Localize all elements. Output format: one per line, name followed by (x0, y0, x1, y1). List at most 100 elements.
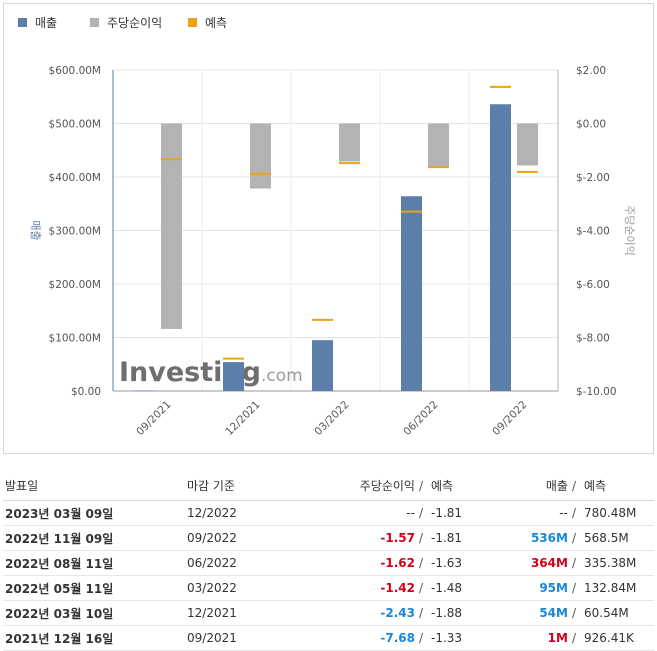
table-row: 2023년 03월 09일 12/2022 -- / -1.81 --/780.48M (3, 500, 654, 526)
header-eps-forecast[interactable]: 예측 (429, 470, 503, 501)
cell-revenue-forecast: 568.5M (582, 525, 654, 551)
cell-revenue-forecast: 132.84M (582, 575, 654, 601)
legend-forecast[interactable]: 예측 (188, 14, 227, 31)
revenue-value: 364M (530, 556, 568, 570)
legend-revenue-label: 매출 (35, 16, 58, 30)
investing-watermark-logo: Investing.com (119, 357, 303, 388)
cell-revenue: -- / (503, 500, 582, 526)
eps-bar (517, 123, 538, 166)
cell-date: 2022년 11월 09일 (3, 525, 185, 551)
y-right-axis-title: 주당순이익 (623, 205, 636, 256)
cell-revenue: 536M / (503, 525, 582, 551)
y-right-tick-label: $-10.00 (576, 386, 617, 398)
legend-revenue[interactable]: 매출 (18, 14, 57, 31)
y-right-tick-label: $0.00 (576, 119, 606, 131)
eps-value: -1.62 (380, 556, 415, 570)
investing-watermark-suffix: .com (261, 366, 303, 386)
eps-slash: / (418, 581, 423, 595)
legend-revenue-swatch (18, 18, 27, 27)
cell-revenue-forecast: 780.48M (582, 500, 654, 526)
cell-revenue-forecast: 60.54M (582, 600, 654, 626)
header-revenue-label: 매출 (545, 478, 568, 493)
y-left-tick-label: $400.00M (49, 172, 101, 184)
x-tick-label: 12/2021 (223, 399, 262, 438)
cell-revenue: 54M / (503, 600, 582, 626)
cell-period: 12/2022 (185, 500, 319, 526)
y-left-tick-label: $200.00M (49, 279, 101, 291)
cell-period: 03/2022 (185, 575, 319, 601)
revenue-value: 536M (530, 531, 568, 545)
header-revenue-slash: / (571, 478, 576, 493)
cell-period: 09/2022 (185, 525, 319, 551)
y-left-tick-label: $100.00M (49, 333, 101, 345)
x-tick-label: 09/2022 (490, 399, 529, 438)
eps-value: -- (406, 506, 415, 520)
legend-eps-label: 주당순이익 (107, 16, 163, 30)
table-row: 2022년 11월 09일 09/2022 -1.57/-1.81 536M/568.… (3, 525, 654, 551)
revenue-value: 1M (547, 631, 568, 645)
cell-eps: -1.62/ (319, 550, 429, 576)
cell-eps-forecast: -1.81 (429, 500, 503, 526)
table-header-row: 발표일 마감 기준 주당순이익 / 예측 매출 / 예측 (3, 470, 654, 501)
header-period[interactable]: 마감 기준 (185, 470, 319, 501)
header-eps[interactable]: 주당순이익 / (319, 470, 429, 501)
revenue-bar (134, 390, 155, 391)
y-right-tick-label: $-4.00 (576, 226, 610, 238)
y-left-tick-label: $300.00M (49, 226, 101, 238)
x-tick-label: 06/2022 (401, 399, 440, 438)
cell-date: 2022년 08월 11일 (3, 550, 185, 576)
x-tick-label: 09/2021 (134, 399, 173, 438)
cell-eps: -1.42/ (319, 575, 429, 601)
header-eps-label: 주당순이익 (359, 478, 415, 493)
cell-eps: -2.43/ (319, 600, 429, 626)
eps-slash: / (418, 531, 423, 545)
eps-bar (250, 123, 271, 189)
cell-eps-forecast: -1.48 (429, 575, 503, 601)
earnings-chart: $600.00M $500.00M $400.00M $300.00M $200.00M… (29, 65, 636, 438)
eps-bar (339, 123, 360, 162)
eps-value: -7.68 (380, 631, 415, 645)
x-tick-label: 03/2022 (312, 399, 351, 438)
cell-date: 2022년 05월 11일 (3, 575, 185, 601)
legend-eps[interactable]: 주당순이익 (90, 14, 162, 31)
eps-slash: / (418, 506, 423, 520)
eps-slash: / (418, 606, 423, 620)
cell-eps-forecast: -1.88 (429, 600, 503, 626)
earnings-table: 발표일 마감 기준 주당순이익 / 예측 매출 / 예측 2023년 03월 09일… (3, 470, 654, 651)
y-left-tick-label: $600.00M (49, 65, 101, 77)
revenue-bar (312, 340, 333, 391)
legend-eps-swatch (90, 18, 99, 27)
header-date[interactable]: 발표일 (3, 470, 185, 501)
eps-value: -1.42 (380, 581, 415, 595)
eps-value: -2.43 (380, 606, 415, 620)
cell-period: 12/2021 (185, 600, 319, 626)
cell-revenue: 95M / (503, 575, 582, 601)
eps-bar (161, 123, 182, 329)
y-left-axis-title: 매출 (29, 220, 42, 240)
legend-forecast-label: 예측 (205, 16, 228, 30)
y-right-tick-label: $2.00 (576, 65, 606, 77)
cell-date: 2022년 03월 10일 (3, 600, 185, 626)
header-revenue[interactable]: 매출 / (503, 470, 582, 501)
y-left-tick-label: $500.00M (49, 119, 101, 131)
header-eps-slash: / (418, 478, 423, 493)
cell-revenue-forecast: 335.38M (582, 550, 654, 576)
cell-date: 2023년 03월 09일 (3, 500, 185, 526)
revenue-slash: / (571, 506, 576, 520)
revenue-slash: / (571, 556, 576, 570)
y-right-tick-label: $-6.00 (576, 279, 610, 291)
revenue-slash: / (571, 581, 576, 595)
table-row: 2022년 08월 11일 06/2022 -1.62/-1.63 364M/335.… (3, 550, 654, 576)
revenue-value: 54M (539, 606, 568, 620)
cell-eps: -- / (319, 500, 429, 526)
revenue-bar (223, 362, 244, 391)
y-right-tick-label: $-8.00 (576, 333, 610, 345)
revenue-bar (401, 196, 422, 391)
header-revenue-forecast[interactable]: 예측 (582, 470, 654, 501)
eps-slash: / (418, 556, 423, 570)
revenue-bar (490, 104, 511, 392)
eps-slash: / (418, 631, 423, 645)
revenue-slash: / (571, 531, 576, 545)
y-left-tick-label: $0.00 (71, 386, 101, 398)
revenue-slash: / (571, 631, 576, 645)
